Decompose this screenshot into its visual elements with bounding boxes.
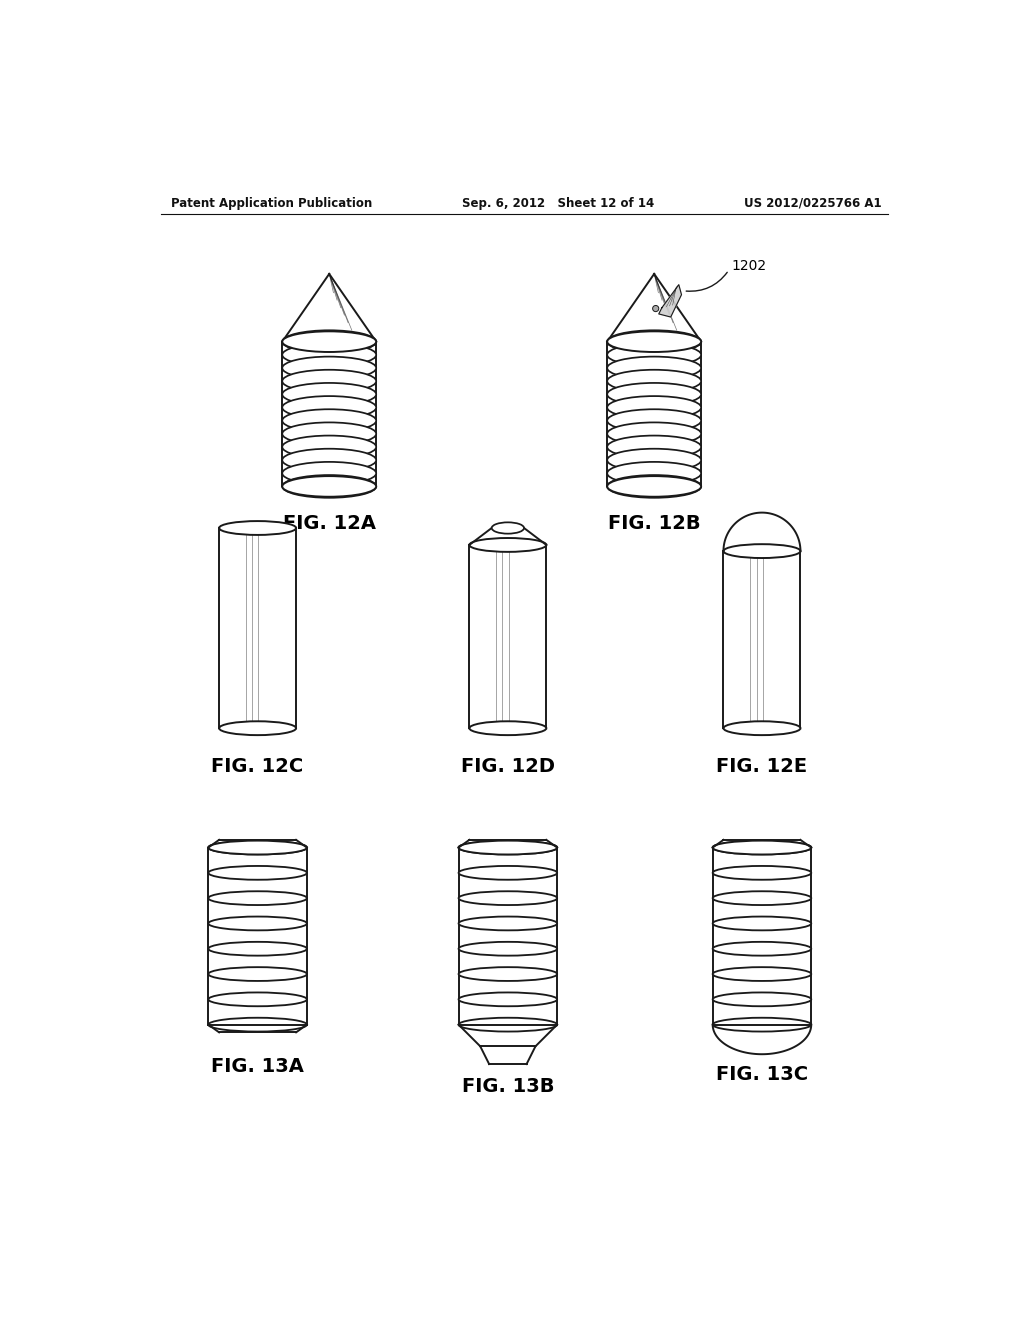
- Ellipse shape: [713, 841, 811, 854]
- Ellipse shape: [208, 866, 307, 879]
- Polygon shape: [713, 840, 811, 847]
- Ellipse shape: [607, 356, 701, 379]
- Text: FIG. 13B: FIG. 13B: [462, 1077, 554, 1096]
- Ellipse shape: [724, 544, 801, 558]
- Ellipse shape: [459, 891, 557, 906]
- Polygon shape: [208, 1024, 307, 1032]
- Ellipse shape: [283, 383, 376, 405]
- Ellipse shape: [208, 968, 307, 981]
- Ellipse shape: [208, 891, 307, 906]
- Ellipse shape: [283, 409, 376, 432]
- Ellipse shape: [459, 866, 557, 879]
- Ellipse shape: [208, 942, 307, 956]
- Polygon shape: [713, 1024, 811, 1055]
- Ellipse shape: [713, 942, 811, 956]
- Ellipse shape: [713, 993, 811, 1006]
- Text: Sep. 6, 2012   Sheet 12 of 14: Sep. 6, 2012 Sheet 12 of 14: [462, 197, 654, 210]
- Polygon shape: [219, 528, 296, 729]
- Ellipse shape: [219, 521, 296, 535]
- Text: US 2012/0225766 A1: US 2012/0225766 A1: [743, 197, 882, 210]
- Ellipse shape: [607, 422, 701, 445]
- Text: FIG. 12E: FIG. 12E: [717, 758, 808, 776]
- Text: FIG. 12C: FIG. 12C: [212, 758, 304, 776]
- Polygon shape: [724, 512, 801, 552]
- Ellipse shape: [208, 841, 307, 854]
- Ellipse shape: [607, 449, 701, 471]
- Ellipse shape: [607, 475, 701, 498]
- Polygon shape: [713, 847, 811, 1024]
- Polygon shape: [459, 840, 557, 847]
- Ellipse shape: [607, 409, 701, 432]
- Polygon shape: [459, 1024, 557, 1047]
- Polygon shape: [724, 552, 801, 729]
- Ellipse shape: [283, 330, 376, 352]
- Polygon shape: [469, 545, 547, 729]
- Polygon shape: [480, 1047, 536, 1064]
- Ellipse shape: [607, 330, 701, 352]
- Ellipse shape: [283, 449, 376, 471]
- Polygon shape: [208, 840, 307, 847]
- Text: 1202: 1202: [731, 259, 766, 273]
- Ellipse shape: [283, 462, 376, 484]
- Text: FIG. 13A: FIG. 13A: [211, 1057, 304, 1077]
- Ellipse shape: [283, 436, 376, 458]
- Ellipse shape: [459, 916, 557, 931]
- Ellipse shape: [459, 841, 557, 854]
- Polygon shape: [469, 528, 547, 729]
- Ellipse shape: [283, 343, 376, 366]
- Ellipse shape: [283, 422, 376, 445]
- Ellipse shape: [459, 942, 557, 956]
- Ellipse shape: [607, 370, 701, 392]
- Polygon shape: [283, 275, 376, 342]
- Ellipse shape: [459, 993, 557, 1006]
- Ellipse shape: [607, 331, 701, 352]
- Ellipse shape: [713, 866, 811, 879]
- Ellipse shape: [208, 993, 307, 1006]
- Text: FIG. 12D: FIG. 12D: [461, 758, 555, 776]
- Ellipse shape: [219, 721, 296, 735]
- Ellipse shape: [607, 462, 701, 484]
- Ellipse shape: [459, 841, 557, 854]
- Ellipse shape: [283, 331, 376, 352]
- Ellipse shape: [459, 968, 557, 981]
- Ellipse shape: [283, 475, 376, 498]
- Ellipse shape: [283, 396, 376, 418]
- Ellipse shape: [713, 968, 811, 981]
- Ellipse shape: [283, 477, 376, 496]
- Polygon shape: [219, 528, 296, 729]
- Polygon shape: [469, 528, 547, 545]
- Ellipse shape: [469, 721, 547, 735]
- Text: Patent Application Publication: Patent Application Publication: [171, 197, 372, 210]
- Ellipse shape: [208, 841, 307, 854]
- Ellipse shape: [652, 305, 658, 312]
- Polygon shape: [724, 552, 801, 729]
- Ellipse shape: [459, 1018, 557, 1031]
- Text: FIG. 13C: FIG. 13C: [716, 1065, 808, 1084]
- Ellipse shape: [713, 841, 811, 854]
- Ellipse shape: [607, 383, 701, 405]
- Ellipse shape: [283, 356, 376, 379]
- Ellipse shape: [208, 1018, 307, 1031]
- Text: FIG. 12A: FIG. 12A: [283, 513, 376, 533]
- Polygon shape: [658, 285, 682, 317]
- Ellipse shape: [607, 436, 701, 458]
- Ellipse shape: [208, 916, 307, 931]
- Polygon shape: [607, 275, 701, 342]
- Ellipse shape: [283, 370, 376, 392]
- Text: FIG. 12B: FIG. 12B: [608, 513, 700, 533]
- Ellipse shape: [469, 539, 547, 552]
- Ellipse shape: [713, 916, 811, 931]
- Polygon shape: [283, 342, 376, 487]
- Ellipse shape: [492, 523, 524, 533]
- Ellipse shape: [713, 891, 811, 906]
- Polygon shape: [607, 342, 701, 487]
- Polygon shape: [208, 847, 307, 1024]
- Ellipse shape: [713, 1018, 811, 1031]
- Ellipse shape: [607, 343, 701, 366]
- Ellipse shape: [724, 721, 801, 735]
- Ellipse shape: [607, 396, 701, 418]
- Polygon shape: [459, 847, 557, 1024]
- Ellipse shape: [607, 477, 701, 496]
